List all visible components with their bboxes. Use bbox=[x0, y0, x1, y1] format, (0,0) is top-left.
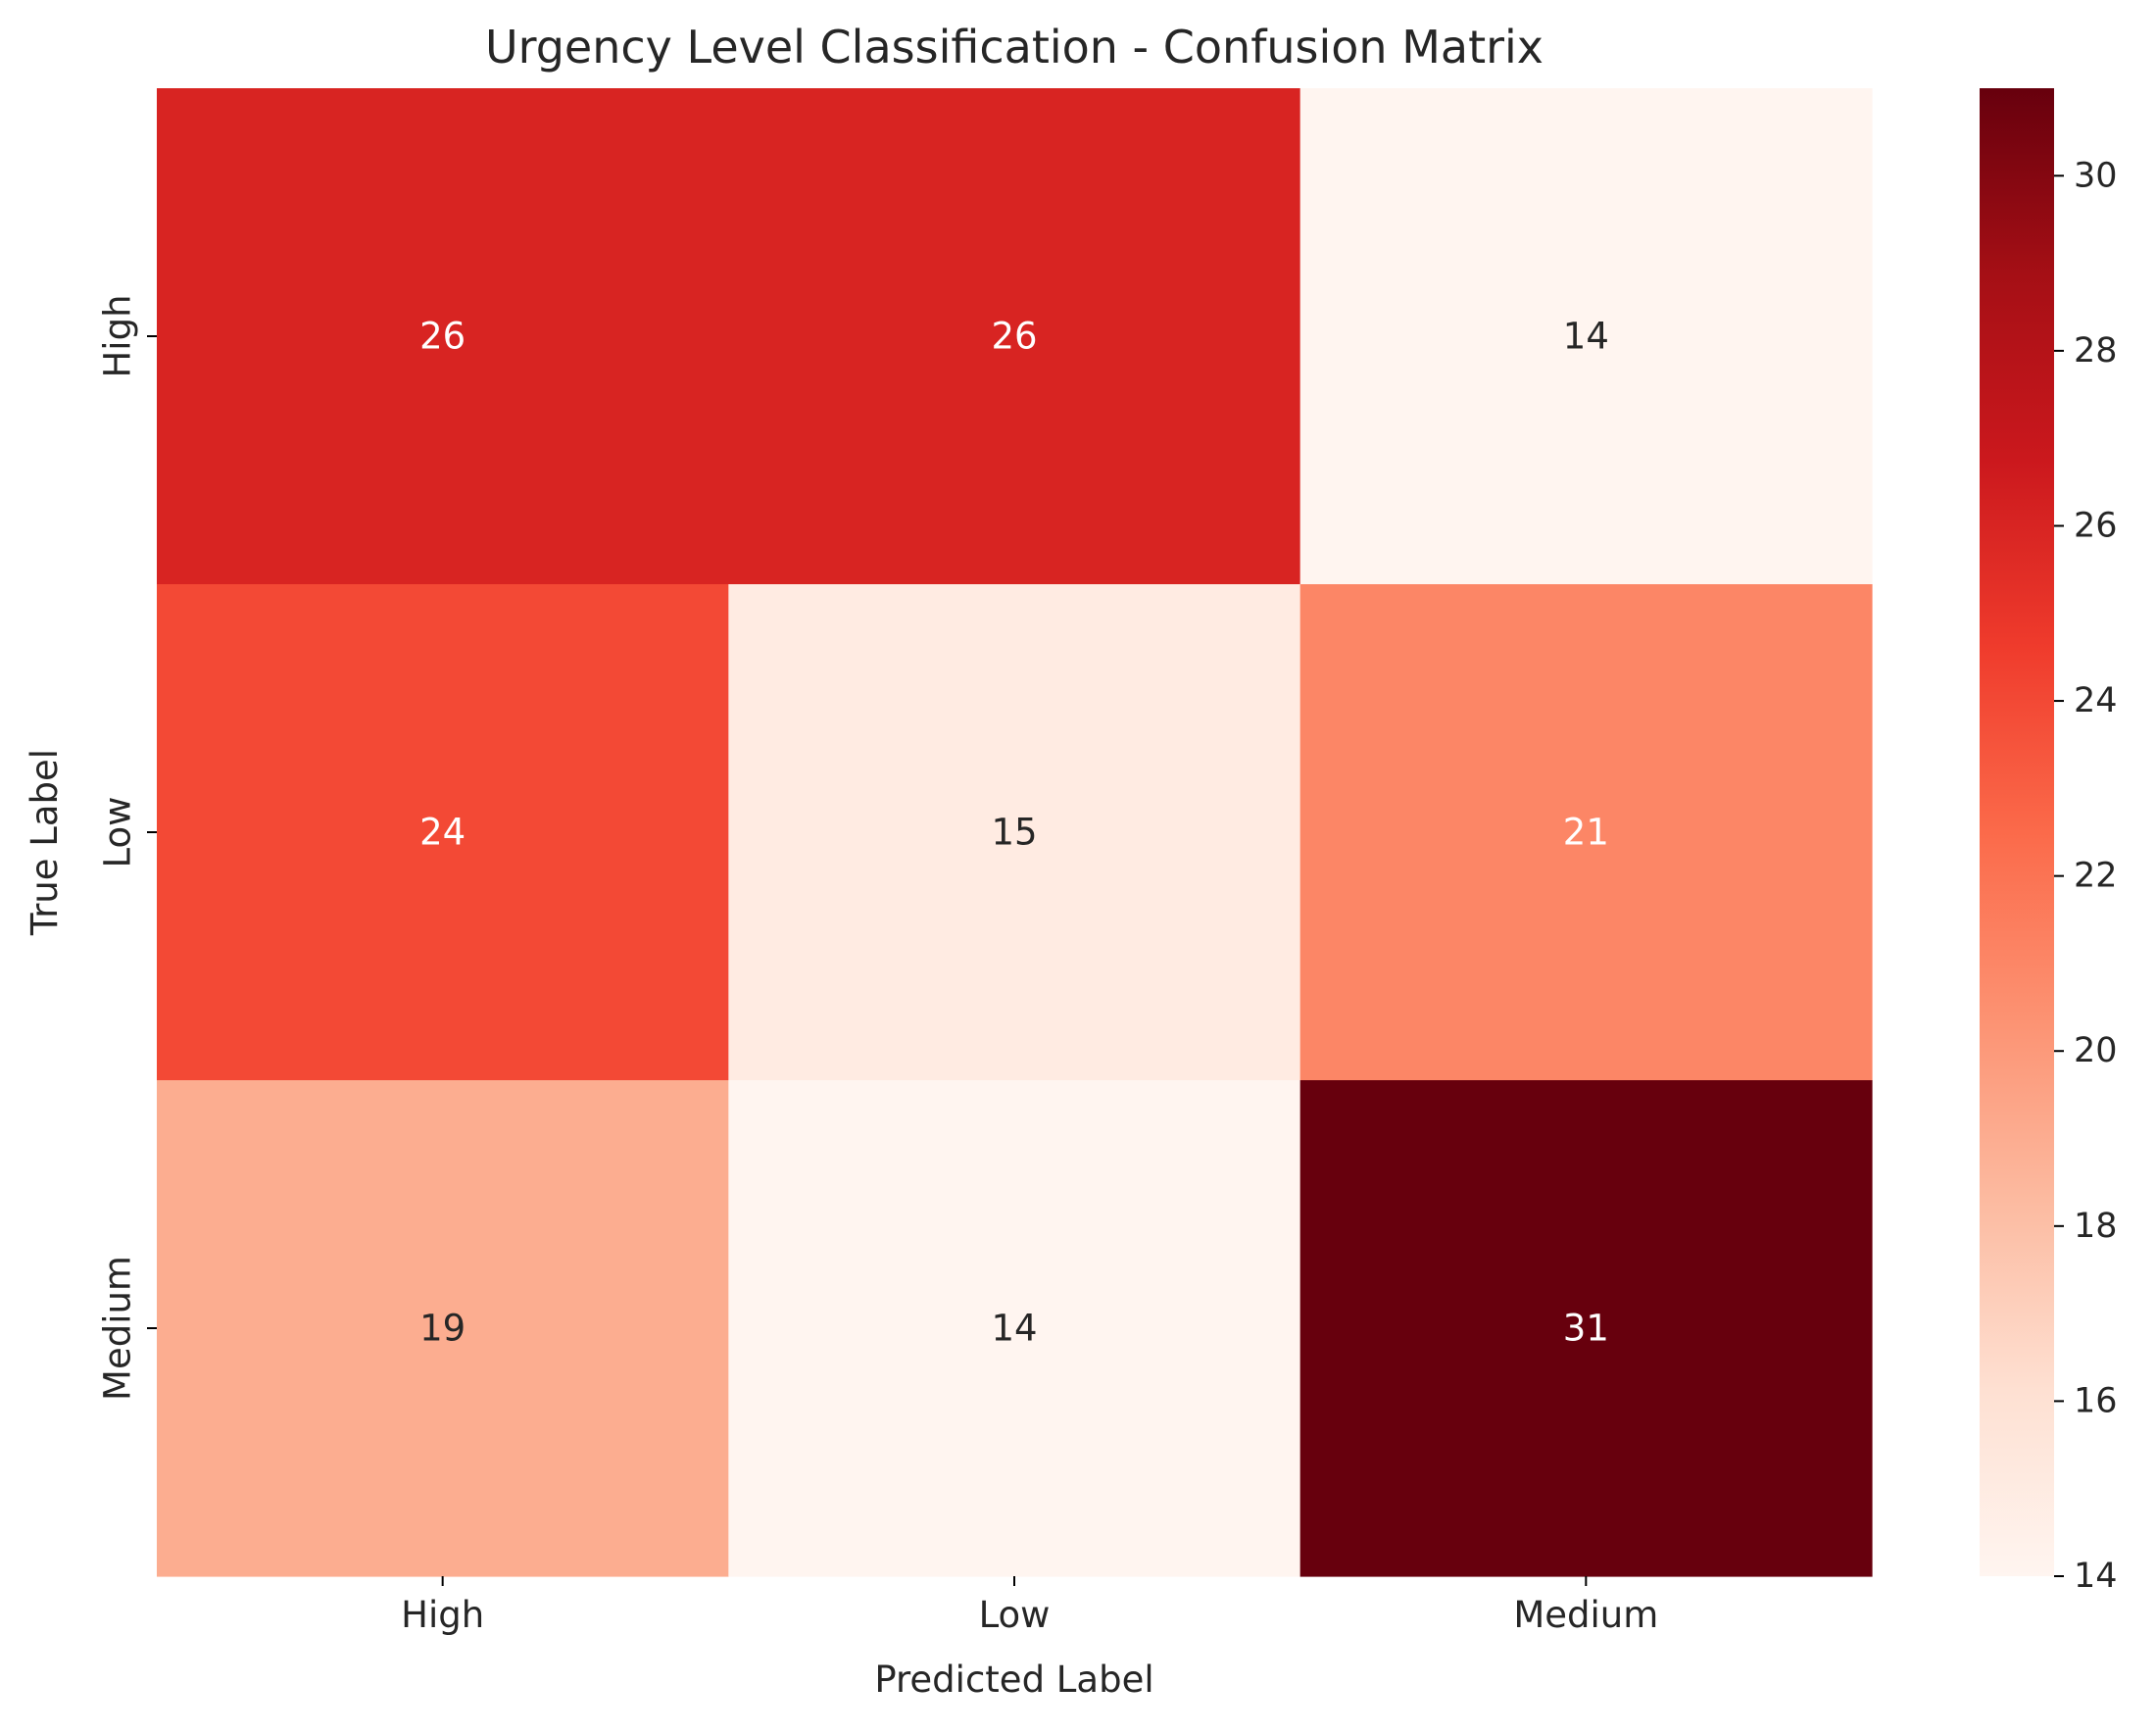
cell-value: 21 bbox=[1563, 812, 1609, 854]
x-axis-label: Predicted Label bbox=[874, 1659, 1153, 1701]
y-tick-label: High bbox=[97, 294, 139, 377]
y-tick-label: Medium bbox=[97, 1256, 139, 1401]
colorbar-tick-label: 30 bbox=[2074, 156, 2118, 195]
colorbar-tick-label: 26 bbox=[2074, 506, 2118, 545]
cell-value: 24 bbox=[419, 812, 466, 854]
cell-value: 14 bbox=[991, 1308, 1037, 1350]
x-tick-label: Low bbox=[979, 1594, 1051, 1636]
heatmap-cell bbox=[728, 1080, 1301, 1577]
y-tick-label: Low bbox=[97, 797, 139, 868]
colorbar: 14 16 18 20 22 24 26 28 30 bbox=[1980, 88, 2118, 1596]
heatmap-cell bbox=[728, 88, 1301, 585]
heatmap-cell bbox=[728, 584, 1301, 1081]
x-tick-label: High bbox=[401, 1594, 484, 1636]
heatmap-cell bbox=[1299, 584, 1873, 1081]
y-axis-label: True Label bbox=[24, 749, 66, 936]
heatmap-cell bbox=[1299, 1080, 1873, 1577]
cell-value: 26 bbox=[991, 316, 1037, 358]
colorbar-tick-label: 28 bbox=[2074, 331, 2118, 371]
chart-title: Urgency Level Classification - Confusion… bbox=[485, 21, 1544, 74]
x-axis: High Low Medium bbox=[401, 1576, 1658, 1636]
colorbar-tick-label: 16 bbox=[2074, 1381, 2118, 1420]
cell-annotations: 26 26 14 24 15 21 19 14 31 bbox=[419, 316, 1609, 1350]
x-tick-label: Medium bbox=[1513, 1594, 1658, 1636]
colorbar-tick-label: 22 bbox=[2074, 857, 2118, 896]
heatmap-cells bbox=[157, 88, 1873, 1577]
cell-value: 14 bbox=[1563, 316, 1609, 358]
cell-value: 31 bbox=[1563, 1308, 1609, 1350]
colorbar-tick-label: 18 bbox=[2074, 1207, 2118, 1246]
cell-value: 26 bbox=[419, 316, 466, 358]
colorbar-gradient bbox=[1980, 88, 2054, 1576]
heatmap-cell bbox=[157, 1080, 729, 1577]
heatmap-cell bbox=[1299, 88, 1873, 585]
y-axis: High Low Medium bbox=[97, 294, 157, 1401]
heatmap-cell bbox=[157, 88, 729, 585]
colorbar-tick-label: 14 bbox=[2074, 1557, 2118, 1596]
cell-value: 19 bbox=[419, 1308, 466, 1350]
cell-value: 15 bbox=[991, 812, 1037, 854]
colorbar-tick-label: 24 bbox=[2074, 681, 2118, 720]
heatmap-cell bbox=[157, 584, 729, 1081]
colorbar-tick-label: 20 bbox=[2074, 1031, 2118, 1070]
